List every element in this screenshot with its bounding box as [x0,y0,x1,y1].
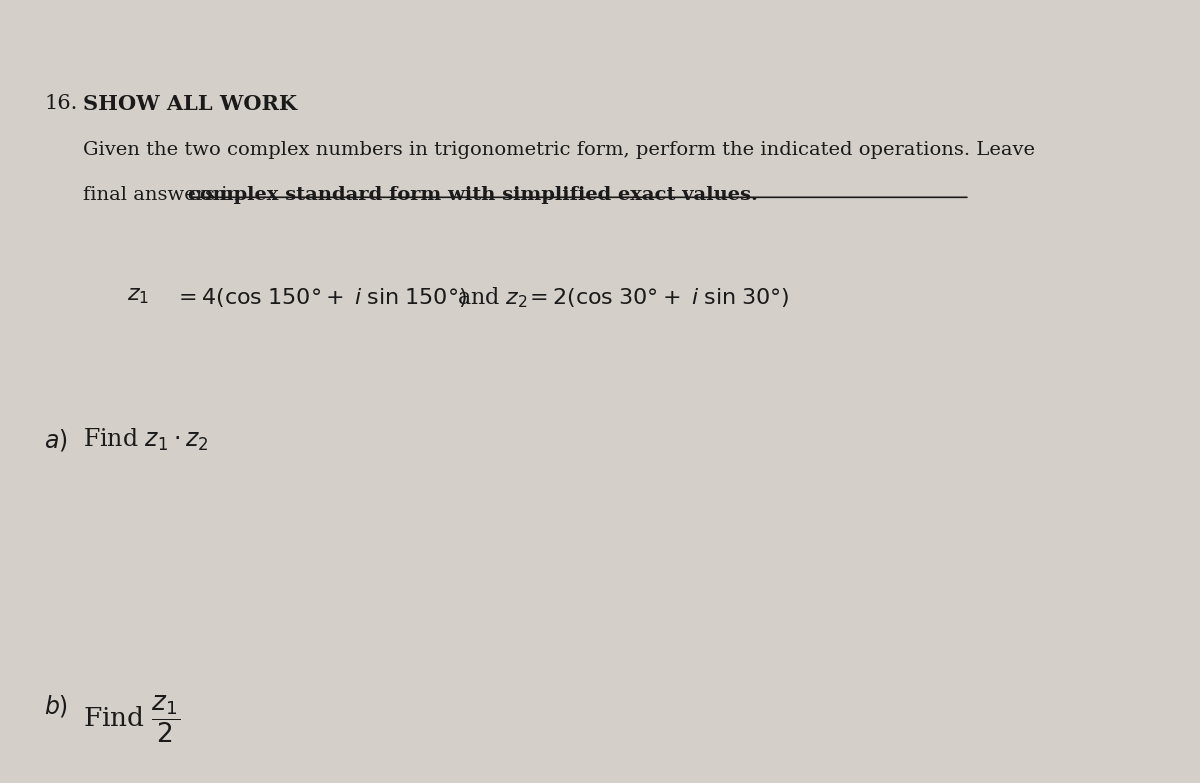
Text: $z_1$: $z_1$ [127,286,150,306]
Text: $= 2(\mathrm{cos}\;30° + \;i\;\mathrm{sin}\;30°)$: $= 2(\mathrm{cos}\;30° + \;i\;\mathrm{si… [526,286,790,309]
Text: Find $\dfrac{z_1}{2}$: Find $\dfrac{z_1}{2}$ [83,693,180,745]
Text: $= 4(\mathrm{cos}\;150° + \;i\;\mathrm{sin}\;150°)$: $= 4(\mathrm{cos}\;150° + \;i\;\mathrm{s… [174,286,467,309]
Text: Find $z_1 \cdot z_2$: Find $z_1 \cdot z_2$ [83,427,209,453]
Text: SHOW ALL WORK: SHOW ALL WORK [83,94,298,114]
Text: final answers in: final answers in [83,186,246,204]
Text: and $z_2$: and $z_2$ [456,286,528,310]
Text: $a)$: $a)$ [44,427,68,453]
Text: $b)$: $b)$ [44,693,68,719]
Text: Given the two complex numbers in trigonometric form, perform the indicated opera: Given the two complex numbers in trigono… [83,141,1036,159]
Text: 16.: 16. [44,94,78,113]
Text: complex standard form with simplified exact values.: complex standard form with simplified ex… [188,186,757,204]
